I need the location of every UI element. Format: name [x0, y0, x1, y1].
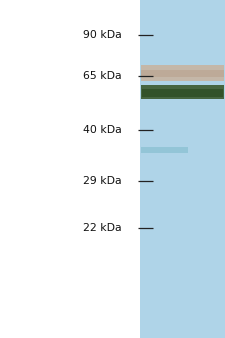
Bar	[142, 89, 223, 97]
Bar	[141, 65, 224, 81]
Text: 90 kDa: 90 kDa	[83, 30, 122, 41]
Text: 40 kDa: 40 kDa	[83, 125, 122, 135]
Bar	[0, 0, 140, 338]
Bar	[141, 85, 224, 99]
Text: 65 kDa: 65 kDa	[83, 71, 122, 81]
Text: 29 kDa: 29 kDa	[83, 176, 122, 186]
Text: 22 kDa: 22 kDa	[83, 223, 122, 233]
Bar	[141, 70, 224, 77]
Bar	[141, 147, 188, 153]
